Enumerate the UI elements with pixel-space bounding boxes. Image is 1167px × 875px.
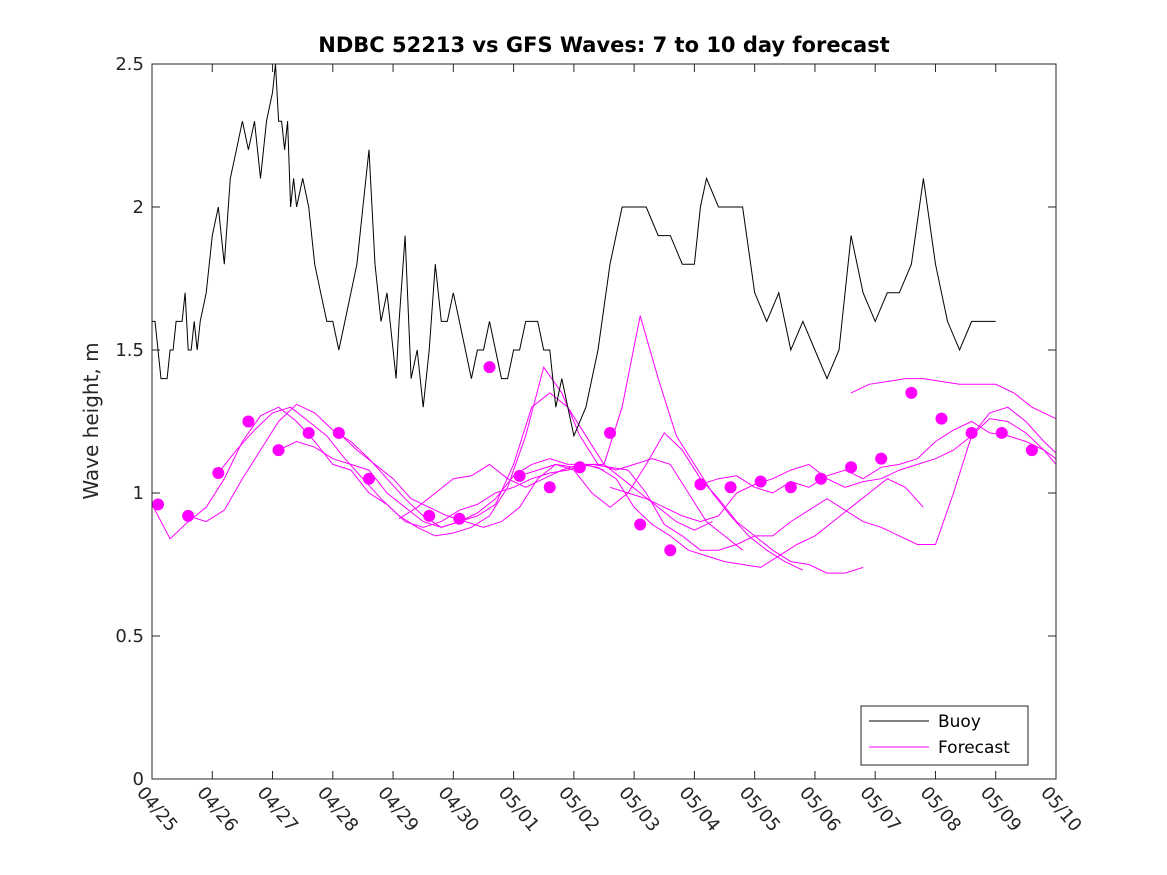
forecast-marker [634,518,647,531]
forecast-marker [362,472,375,485]
y-tick-label: 0 [133,769,144,790]
legend-label-buoy: Buoy [938,712,981,732]
forecast-marker [694,478,707,491]
forecast-marker [995,426,1008,439]
forecast-marker [242,415,255,428]
chart-title: NDBC 52213 vs GFS Waves: 7 to 10 day for… [318,33,889,57]
forecast-marker [664,544,677,557]
forecast-marker [182,509,195,522]
forecast-run-line-6 [398,463,924,568]
forecast-marker [1025,444,1038,457]
y-tick-label: 2.5 [115,54,144,75]
legend-box [860,705,1029,766]
forecast-marker [573,461,586,474]
forecast-marker [212,466,225,479]
y-tick-label: 1 [133,483,144,504]
plot-frame [151,63,1057,780]
forecast-run-line-8 [609,418,1057,523]
forecast-marker [754,475,767,488]
forecast-marker [784,481,797,494]
forecast-marker [875,452,888,465]
forecast-marker [513,469,526,482]
forecast-marker [724,481,737,494]
forecast-marker [483,361,496,374]
forecast-marker [302,426,315,439]
forecast-marker [814,472,827,485]
buoy-series-line [152,63,996,438]
forecast-marker [935,412,948,425]
forecast-run-line-10 [850,378,1057,420]
plot-area [152,64,1056,779]
legend: Buoy Forecast [860,705,1029,766]
forecast-marker [965,426,978,439]
forecast-run-line-4 [278,315,804,571]
forecast-marker [905,386,918,399]
legend-label-forecast: Forecast [938,738,1010,758]
forecast-marker [604,426,617,439]
forecast-run-line-5 [338,432,864,574]
forecast-marker [845,461,858,474]
forecast-marker [152,498,165,511]
y-tick-label: 1.5 [115,340,144,361]
y-tick-label: 2 [133,197,144,218]
forecast-marker [453,512,466,525]
forecast-run-line-3 [217,366,743,551]
forecast-marker [543,481,556,494]
forecast-marker [332,426,345,439]
forecast-marker [272,444,285,457]
axes [151,63,1057,780]
data-layer [151,63,1057,574]
forecast-marker [423,509,436,522]
forecast-run-line-1 [151,406,605,540]
y-axis-label: Wave height, m [79,342,103,499]
y-tick-label: 0.5 [115,626,144,647]
